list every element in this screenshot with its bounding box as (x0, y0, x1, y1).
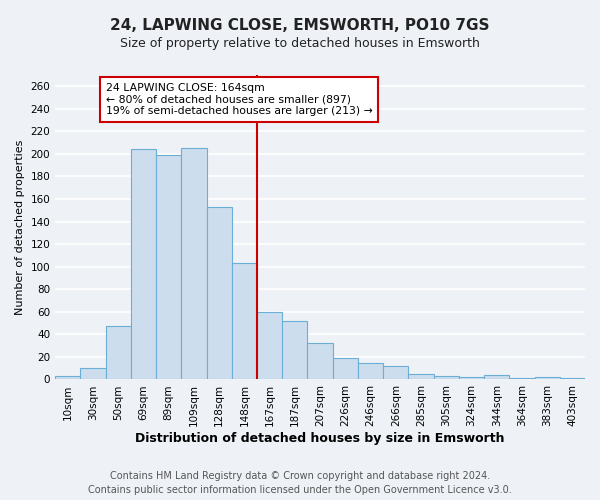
Bar (409, 374, 434, 380)
Bar (156, 155, 181, 380)
Text: 24 LAPWING CLOSE: 164sqm
← 80% of detached houses are smaller (897)
19% of semi-: 24 LAPWING CLOSE: 164sqm ← 80% of detach… (106, 83, 373, 116)
Bar (459, 377, 484, 380)
Text: Contains HM Land Registry data © Crown copyright and database right 2024.: Contains HM Land Registry data © Crown c… (110, 471, 490, 481)
Bar (509, 378, 535, 380)
Bar (80, 368, 106, 380)
Text: Contains public sector information licensed under the Open Government Licence v3: Contains public sector information licen… (88, 485, 512, 495)
Bar (434, 376, 459, 380)
Text: Size of property relative to detached houses in Emsworth: Size of property relative to detached ho… (120, 38, 480, 51)
Text: 24, LAPWING CLOSE, EMSWORTH, PO10 7GS: 24, LAPWING CLOSE, EMSWORTH, PO10 7GS (110, 18, 490, 32)
Bar (181, 148, 206, 380)
Y-axis label: Number of detached properties: Number of detached properties (15, 140, 25, 315)
Bar (55, 376, 80, 380)
Bar (282, 321, 307, 380)
Bar (383, 366, 409, 380)
Bar (332, 358, 358, 380)
X-axis label: Distribution of detached houses by size in Emsworth: Distribution of detached houses by size … (136, 432, 505, 445)
Bar (257, 312, 282, 380)
Bar (131, 150, 156, 380)
Bar (206, 207, 232, 380)
Bar (358, 362, 383, 380)
Bar (106, 326, 131, 380)
Bar (484, 375, 509, 380)
Bar (560, 378, 585, 380)
Bar (535, 377, 560, 380)
Bar (307, 344, 332, 380)
Bar (232, 264, 257, 380)
